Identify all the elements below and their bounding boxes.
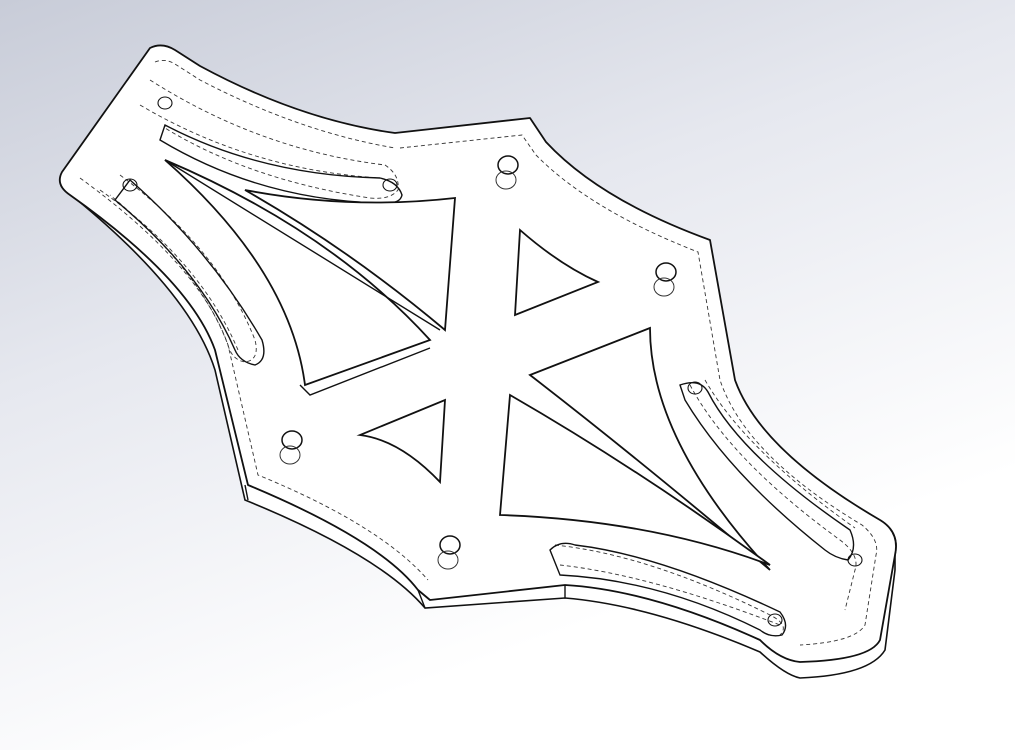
cutout-right [528,326,771,571]
slot-end-hole [687,381,703,395]
hole-counterbore [495,170,517,190]
mounting-holes [122,96,863,627]
slot-end-hole [847,553,863,567]
hidden-slot [139,104,381,179]
slot-end-hole [767,613,783,627]
hole-counterbore [437,550,459,570]
slot-channel [549,542,787,637]
hidden-offset-outline [154,59,396,149]
mounting-hole [281,430,303,450]
hidden-slot [704,379,856,529]
slot-channel [114,178,265,366]
plate-outline [58,44,897,663]
cutouts [164,159,771,571]
cutout-large-left [164,159,432,387]
hole-counterbore [653,277,675,297]
cutout-upper [244,189,456,332]
hidden-slot [149,79,399,199]
mounting-hole [439,535,461,555]
plate-side-corner [244,484,249,501]
slot-end-hole [122,178,138,192]
slot-end-hole [382,178,398,192]
cutout-edge [164,159,441,396]
mounting-hole [655,262,677,282]
hidden-slot [559,564,781,626]
hidden-edges [79,59,878,646]
plate-top-face[interactable] [58,44,897,663]
hidden-slot [554,544,784,636]
slot-end-hole [157,96,173,110]
hidden-slot [109,174,257,363]
plate-side-corner [417,589,426,609]
hole-counterbore [279,445,301,465]
slot-channel [679,382,855,561]
cutout-small-top [514,228,601,317]
cutout-large-right [499,393,771,566]
mounting-hole [497,155,519,175]
slot-channel [159,123,403,205]
hidden-offset-outline [399,134,878,646]
cutout-small-bottom [356,398,446,485]
hidden-slot [689,384,857,611]
